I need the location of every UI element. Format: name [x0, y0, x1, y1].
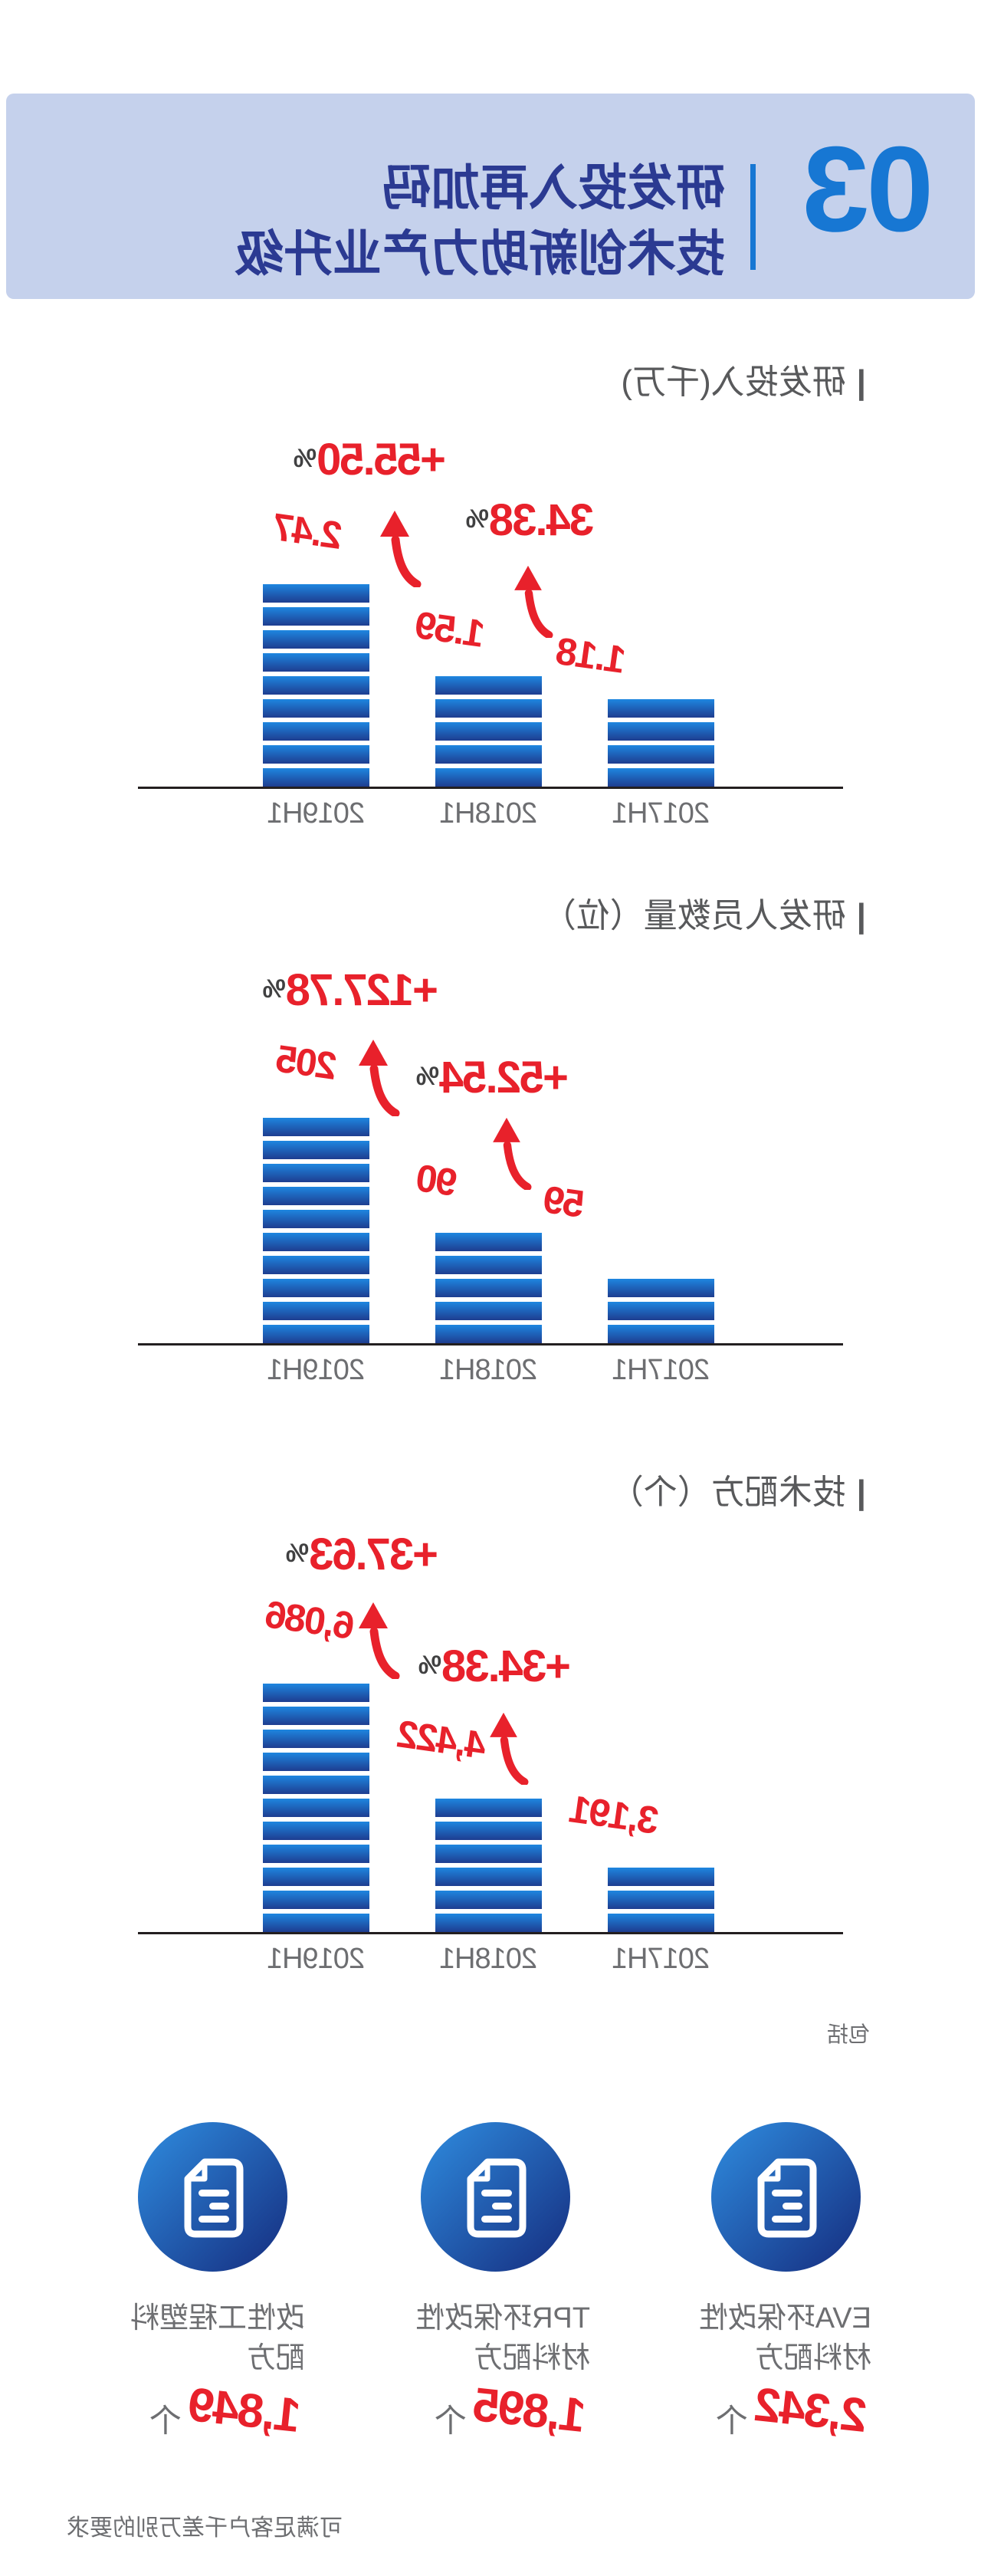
x-tick-2018H1: 2018H1: [439, 1943, 538, 1975]
growth-label-2019: +55.50%: [293, 435, 446, 485]
x-tick-2019H1: 2019H1: [267, 1354, 366, 1386]
summary-label: 改性工程塑料 配方: [130, 2302, 305, 2374]
percent-sign: %: [293, 444, 317, 473]
x-tick-2017H1: 2017H1: [612, 797, 710, 830]
value-label-2018: 4,422: [395, 1712, 489, 1768]
value-label-2017: 3,191: [568, 1787, 661, 1843]
x-axis: [138, 787, 843, 789]
value-label-2017: 59: [542, 1178, 587, 1227]
bar-2018H1: [435, 676, 542, 787]
x-tick-2018H1: 2018H1: [439, 797, 538, 830]
header-title: 研发投入再加码 技术创新助力产业升级: [235, 155, 725, 287]
bar-2018H1: [435, 1233, 542, 1343]
document-icon: [184, 2158, 244, 2238]
summary-count: 2,342个: [715, 2378, 870, 2443]
growth-arrow-icon: [493, 1117, 532, 1190]
summary-label: TPR环保改性 材料配方: [415, 2302, 590, 2374]
summary-label: EVA环保改性 材料配方: [698, 2302, 871, 2374]
bar-2019H1: [263, 1684, 369, 1932]
document-icon-circle: [138, 2122, 287, 2272]
bar-2019H1: [263, 1118, 369, 1343]
header-title-line1: 研发投入再加码: [382, 160, 725, 215]
percent-sign: %: [418, 1651, 441, 1680]
bar-2017H1: [608, 699, 714, 787]
growth-arrow-icon: [514, 565, 553, 638]
document-icon-circle: [421, 2122, 570, 2272]
summary-count: 1,849个: [149, 2378, 303, 2443]
value-label-2018: 1.59: [413, 603, 487, 656]
value-label-2018: 90: [415, 1156, 460, 1205]
summary-footer-text: 可满足客户千差万别的要求: [67, 2515, 343, 2541]
value-label-2019: 6,086: [264, 1592, 357, 1648]
bar-2018H1: [435, 1799, 542, 1932]
x-axis: [138, 1343, 843, 1346]
bar-2017H1: [608, 1868, 714, 1932]
summary-count: 1,895个: [434, 2378, 589, 2443]
summary-item-engineering-plastics: 改性工程塑料 配方 1,849个: [60, 2122, 305, 2459]
percent-sign: %: [415, 1062, 439, 1091]
percent-sign: %: [285, 1539, 309, 1568]
x-tick-2019H1: 2019H1: [267, 797, 366, 830]
header-divider: [750, 164, 756, 270]
percent-sign: %: [262, 974, 286, 1004]
header-title-line2: 技术创新助力产业升级: [235, 226, 725, 281]
summary-item-tpr: TPR环保改性 材料配方 1,895个: [345, 2122, 590, 2459]
growth-arrow-icon: [380, 511, 422, 587]
x-tick-2019H1: 2019H1: [267, 1943, 366, 1975]
x-tick-2017H1: 2017H1: [612, 1354, 710, 1386]
bar-2017H1: [608, 1279, 714, 1343]
value-label-2019: 205: [274, 1037, 340, 1089]
bar-2019H1: [263, 584, 369, 787]
percent-sign: %: [465, 504, 489, 534]
x-tick-2018H1: 2018H1: [439, 1354, 538, 1386]
growth-label-2019: +37.63%: [285, 1530, 438, 1579]
growth-label-2018: +52.54%: [415, 1053, 569, 1102]
document-icon: [467, 2158, 527, 2238]
growth-label-2018: +34.38%: [418, 1641, 571, 1691]
x-axis: [138, 1932, 843, 1934]
x-tick-2017H1: 2017H1: [612, 1943, 710, 1975]
title-bar-glyph: |: [856, 897, 866, 935]
chapter-number: 03: [805, 122, 933, 257]
chart-title: |技术配方（个）: [609, 1474, 866, 1511]
chart-title: |研发人员数量（位）: [542, 897, 866, 935]
growth-arrow-icon: [359, 1602, 400, 1679]
document-icon: [757, 2158, 817, 2238]
document-icon-circle: [711, 2122, 861, 2272]
growth-label-2018: 34.38%: [465, 495, 594, 545]
title-bar-glyph: |: [856, 363, 866, 401]
growth-arrow-icon: [490, 1712, 529, 1785]
value-label-2017: 1.18: [554, 629, 628, 682]
summary-item-eva: EVA环保改性 材料配方 2,342个: [626, 2122, 871, 2459]
title-bar-glyph: |: [856, 1474, 866, 1511]
value-label-2019: 2.47: [271, 505, 345, 558]
growth-arrow-icon: [359, 1040, 400, 1116]
summary-kicker: 包括: [826, 2022, 870, 2046]
chart-title: |研发投入(千万): [621, 363, 866, 401]
growth-label-2019: +127.78%: [262, 965, 438, 1015]
